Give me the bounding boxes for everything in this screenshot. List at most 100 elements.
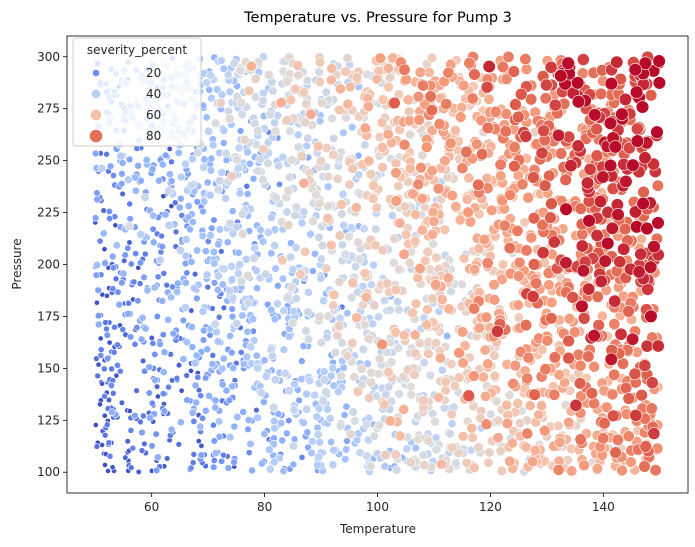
data-point bbox=[582, 282, 596, 296]
data-point bbox=[327, 113, 337, 124]
data-point bbox=[181, 159, 190, 169]
data-point bbox=[243, 148, 252, 157]
data-point bbox=[404, 163, 416, 175]
data-point bbox=[134, 297, 142, 305]
data-point bbox=[261, 269, 271, 279]
data-point bbox=[204, 283, 212, 291]
data-point bbox=[140, 192, 150, 203]
data-point bbox=[431, 444, 442, 455]
data-point bbox=[650, 125, 664, 139]
data-point bbox=[457, 357, 469, 369]
data-point bbox=[255, 154, 265, 164]
data-point bbox=[209, 352, 217, 359]
data-point bbox=[210, 216, 218, 224]
data-point bbox=[307, 437, 317, 446]
data-point bbox=[482, 358, 494, 370]
data-point bbox=[118, 279, 126, 287]
data-point bbox=[228, 229, 238, 239]
data-point bbox=[295, 269, 306, 280]
data-point bbox=[430, 279, 442, 291]
data-point bbox=[552, 463, 565, 476]
data-point bbox=[450, 125, 461, 136]
data-point bbox=[342, 53, 353, 63]
data-point bbox=[514, 418, 525, 429]
data-point bbox=[153, 383, 161, 390]
data-point bbox=[528, 388, 541, 401]
data-point bbox=[367, 193, 379, 204]
data-point bbox=[490, 324, 504, 338]
data-point bbox=[651, 216, 665, 230]
x-tick-label: 60 bbox=[144, 500, 159, 514]
data-point bbox=[622, 430, 635, 443]
data-point bbox=[237, 109, 247, 120]
data-point bbox=[363, 333, 374, 344]
data-point bbox=[267, 213, 276, 222]
data-point bbox=[275, 180, 284, 188]
data-point bbox=[481, 257, 494, 269]
data-point bbox=[415, 161, 427, 174]
data-point bbox=[103, 331, 111, 339]
data-point bbox=[630, 134, 645, 148]
data-point bbox=[284, 172, 295, 182]
data-point bbox=[269, 416, 279, 426]
data-point bbox=[503, 242, 516, 255]
data-point bbox=[447, 419, 457, 428]
data-point bbox=[577, 311, 591, 325]
data-point bbox=[203, 178, 212, 187]
data-point bbox=[186, 225, 194, 234]
data-point bbox=[106, 162, 115, 170]
data-point bbox=[211, 396, 220, 405]
data-point bbox=[426, 228, 439, 241]
data-point bbox=[237, 228, 248, 239]
data-point bbox=[245, 449, 253, 457]
data-point bbox=[458, 79, 470, 92]
data-point bbox=[263, 69, 274, 80]
data-point bbox=[407, 188, 419, 200]
data-point bbox=[566, 465, 578, 477]
data-point bbox=[437, 365, 447, 375]
data-point bbox=[239, 134, 250, 145]
data-point bbox=[512, 398, 523, 409]
data-point bbox=[352, 386, 364, 397]
data-point bbox=[390, 449, 401, 460]
data-point bbox=[508, 141, 521, 154]
data-point bbox=[319, 296, 329, 306]
y-tick-label: 275 bbox=[37, 102, 60, 116]
data-point bbox=[652, 76, 667, 90]
data-point bbox=[187, 257, 196, 266]
data-point bbox=[619, 174, 633, 189]
data-point bbox=[571, 95, 586, 109]
data-point bbox=[339, 128, 348, 137]
data-point bbox=[159, 331, 167, 339]
data-point bbox=[153, 312, 161, 321]
data-point bbox=[201, 406, 210, 415]
data-point bbox=[326, 239, 337, 251]
data-point bbox=[483, 93, 495, 105]
data-point bbox=[270, 315, 279, 324]
data-point bbox=[164, 220, 174, 230]
data-point bbox=[283, 185, 294, 196]
data-point bbox=[651, 339, 665, 353]
data-point bbox=[450, 201, 462, 213]
data-point bbox=[215, 225, 225, 234]
data-point bbox=[383, 81, 394, 93]
data-point bbox=[204, 126, 214, 136]
data-point bbox=[201, 247, 210, 256]
data-point bbox=[94, 372, 101, 380]
data-point bbox=[232, 154, 242, 165]
data-point bbox=[179, 316, 188, 325]
data-point bbox=[256, 225, 265, 235]
data-point bbox=[335, 421, 346, 431]
data-point bbox=[105, 207, 113, 215]
data-point bbox=[334, 83, 346, 95]
data-point bbox=[136, 229, 146, 239]
data-point bbox=[179, 355, 188, 364]
data-point bbox=[553, 420, 564, 432]
data-point bbox=[105, 468, 111, 474]
data-point bbox=[454, 214, 466, 226]
data-point bbox=[141, 367, 149, 375]
data-point bbox=[414, 262, 426, 275]
data-point bbox=[176, 418, 185, 427]
data-point bbox=[119, 326, 127, 334]
data-point bbox=[117, 179, 126, 188]
